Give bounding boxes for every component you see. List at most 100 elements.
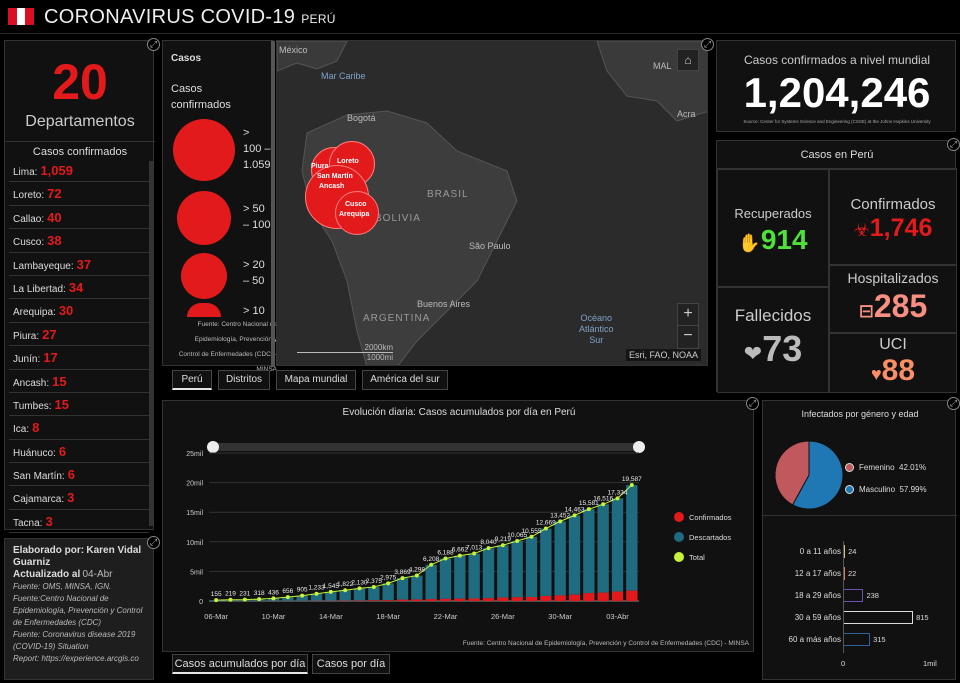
- total-point[interactable]: [285, 595, 290, 600]
- tab-america-sur[interactable]: América del sur: [362, 370, 448, 390]
- bar-descartados[interactable]: [339, 590, 351, 601]
- bar-descartados[interactable]: [296, 595, 308, 601]
- bar-confirmados[interactable]: [554, 595, 566, 601]
- total-point[interactable]: [429, 562, 434, 567]
- bar-confirmados[interactable]: [353, 600, 366, 601]
- total-point[interactable]: [572, 513, 577, 518]
- bar-descartados[interactable]: [540, 528, 552, 596]
- total-point[interactable]: [357, 586, 362, 591]
- bar-confirmados[interactable]: [525, 597, 538, 601]
- tab-distritos[interactable]: Distritos: [218, 370, 270, 390]
- expand-icon[interactable]: ⤢: [746, 397, 759, 410]
- bar-confirmados[interactable]: [540, 595, 552, 601]
- bar-confirmados[interactable]: [597, 592, 609, 601]
- bar-descartados[interactable]: [626, 485, 638, 591]
- bar-descartados[interactable]: [511, 541, 523, 598]
- bar-confirmados[interactable]: [468, 598, 480, 601]
- bar-confirmados[interactable]: [425, 599, 437, 601]
- total-point[interactable]: [300, 593, 305, 598]
- total-point[interactable]: [443, 556, 448, 561]
- map[interactable]: México Mar Caribe Bogotá BRASIL BOLIVIA …: [276, 40, 708, 366]
- total-point[interactable]: [486, 546, 491, 551]
- bar-descartados[interactable]: [482, 548, 495, 599]
- bar-confirmados[interactable]: [368, 600, 380, 601]
- total-point[interactable]: [257, 597, 262, 602]
- total-point[interactable]: [529, 534, 534, 539]
- total-point[interactable]: [500, 543, 505, 548]
- expand-icon[interactable]: ⤢: [947, 138, 960, 151]
- legend-scrollbar[interactable]: [271, 41, 275, 367]
- total-point[interactable]: [629, 483, 634, 488]
- tab-mapa-mundial[interactable]: Mapa mundial: [276, 370, 356, 390]
- zoom-in-button[interactable]: +: [678, 304, 698, 326]
- total-point[interactable]: [400, 576, 405, 581]
- total-point[interactable]: [214, 598, 219, 603]
- bar-confirmados[interactable]: [511, 597, 523, 601]
- bubble-cusco[interactable]: [335, 191, 379, 235]
- bar-descartados[interactable]: [554, 521, 566, 596]
- bar-descartados[interactable]: [583, 509, 595, 594]
- bar-confirmados[interactable]: [439, 598, 452, 601]
- bar-confirmados[interactable]: [482, 598, 495, 601]
- range-handle-right[interactable]: [633, 441, 645, 453]
- home-button[interactable]: ⌂: [677, 49, 699, 71]
- bar-descartados[interactable]: [325, 591, 337, 601]
- total-point[interactable]: [371, 584, 376, 589]
- total-point[interactable]: [414, 573, 419, 578]
- range-slider-track[interactable]: [209, 443, 639, 451]
- age-bar[interactable]: [843, 589, 864, 602]
- total-point[interactable]: [515, 539, 520, 544]
- scrollbar[interactable]: [149, 161, 154, 526]
- age-bar[interactable]: [843, 633, 871, 646]
- bar-descartados[interactable]: [611, 498, 624, 592]
- total-point[interactable]: [586, 507, 591, 512]
- tab-peru[interactable]: Perú: [172, 370, 212, 390]
- age-bar[interactable]: [843, 611, 914, 624]
- bar-descartados[interactable]: [411, 575, 423, 600]
- total-point[interactable]: [472, 551, 477, 556]
- tab-casos-por-dia[interactable]: Casos por día: [312, 654, 390, 674]
- expand-icon[interactable]: ⤢: [147, 38, 160, 51]
- total-point[interactable]: [228, 597, 233, 602]
- bar-confirmados[interactable]: [396, 599, 409, 601]
- zoom-out-button[interactable]: −: [683, 327, 693, 344]
- total-point[interactable]: [558, 519, 563, 524]
- bar-descartados[interactable]: [497, 545, 509, 598]
- bar-descartados[interactable]: [425, 564, 437, 600]
- bar-confirmados[interactable]: [626, 590, 638, 601]
- bar-descartados[interactable]: [568, 515, 581, 595]
- total-point[interactable]: [242, 597, 247, 602]
- bar-descartados[interactable]: [439, 558, 452, 599]
- bar-descartados[interactable]: [454, 555, 466, 599]
- total-point[interactable]: [601, 502, 606, 507]
- pie-slice[interactable]: [774, 440, 810, 506]
- bar-descartados[interactable]: [368, 586, 380, 601]
- total-point[interactable]: [271, 596, 276, 601]
- bar-confirmados[interactable]: [568, 594, 581, 601]
- bar-confirmados[interactable]: [382, 600, 394, 601]
- bar-confirmados[interactable]: [611, 591, 624, 601]
- bar-descartados[interactable]: [468, 553, 480, 599]
- total-point[interactable]: [386, 581, 391, 586]
- tab-casos-acumulados[interactable]: Casos acumulados por día: [172, 654, 308, 674]
- range-handle-left[interactable]: [207, 441, 219, 453]
- bar-confirmados[interactable]: [411, 599, 423, 601]
- bar-descartados[interactable]: [382, 583, 394, 601]
- bar-descartados[interactable]: [396, 578, 409, 600]
- total-point[interactable]: [543, 526, 548, 531]
- pie-slice[interactable]: [791, 440, 844, 510]
- expand-icon[interactable]: ⤢: [947, 397, 960, 410]
- bar-descartados[interactable]: [597, 504, 609, 593]
- bar-confirmados[interactable]: [454, 598, 466, 601]
- expand-icon[interactable]: ⤢: [701, 38, 714, 51]
- total-point[interactable]: [343, 588, 348, 593]
- total-point[interactable]: [314, 591, 319, 596]
- expand-icon[interactable]: ⤢: [147, 536, 160, 549]
- bar-descartados[interactable]: [310, 593, 323, 601]
- total-point[interactable]: [457, 553, 462, 558]
- bar-descartados[interactable]: [353, 588, 366, 601]
- bar-confirmados[interactable]: [497, 597, 509, 601]
- bar-confirmados[interactable]: [583, 593, 595, 601]
- total-point[interactable]: [615, 496, 620, 501]
- total-point[interactable]: [328, 589, 333, 594]
